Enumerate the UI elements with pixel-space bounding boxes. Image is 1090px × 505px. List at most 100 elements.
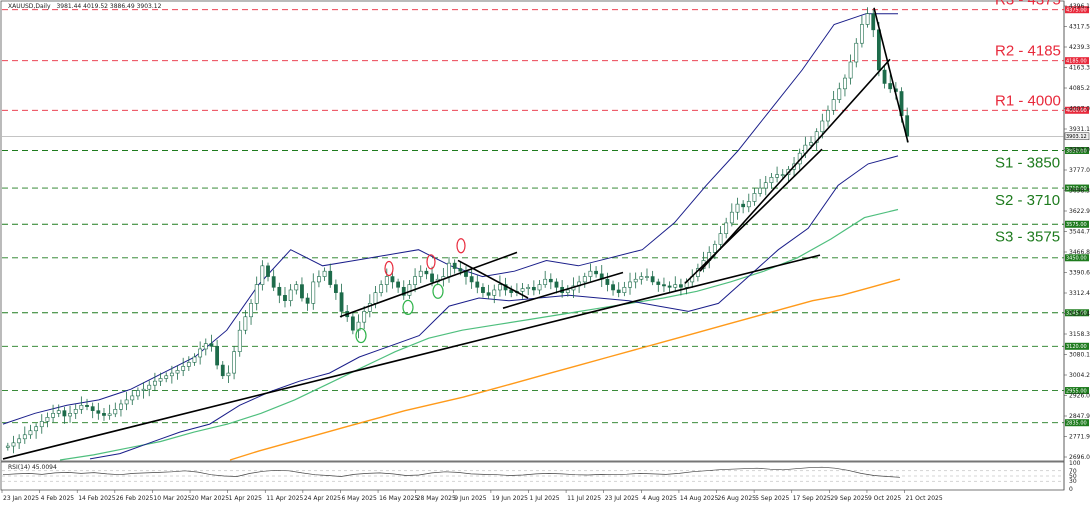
candle-body bbox=[186, 362, 191, 367]
level-price-tag-text: 3575.00 bbox=[1066, 222, 1087, 228]
candle-body bbox=[407, 284, 412, 296]
candle-body bbox=[300, 284, 304, 299]
candle-body bbox=[79, 404, 84, 410]
level-label: S2 - 3710 bbox=[995, 192, 1060, 209]
candle-body bbox=[181, 366, 186, 371]
candle-body bbox=[475, 281, 480, 288]
time-tick-label: 26 Feb 2025 bbox=[116, 495, 154, 502]
price-tick-label: 3004.20 bbox=[1069, 372, 1090, 379]
candle-body bbox=[5, 445, 10, 448]
candle-body bbox=[548, 278, 553, 283]
time-tick-label: 23 Jan 2025 bbox=[3, 495, 39, 502]
candle-body bbox=[396, 281, 401, 288]
candle-body bbox=[339, 292, 344, 312]
rsi-tick-label: 50 bbox=[1069, 473, 1077, 480]
candle-body bbox=[367, 303, 372, 312]
rsi-tick-label: 30 bbox=[1069, 478, 1077, 485]
time-tick-label: 9 Oct 2025 bbox=[868, 495, 901, 502]
price-tick-label: 2847.90 bbox=[1069, 413, 1090, 420]
candle-body bbox=[249, 303, 253, 318]
level-label: S3 - 3575 bbox=[995, 228, 1060, 245]
candle-body bbox=[509, 289, 514, 293]
level-price-tag bbox=[1065, 387, 1089, 395]
time-tick-label: 20 Mar 2025 bbox=[191, 495, 229, 502]
level-price-tag-text: 3245.00 bbox=[1066, 311, 1087, 317]
price-tick-label: 3931.10 bbox=[1069, 126, 1090, 133]
level-price-tag-text: 4000.00 bbox=[1066, 108, 1087, 114]
level-price-tag bbox=[1065, 309, 1089, 317]
level-price-tag-text: 4375.00 bbox=[1066, 8, 1087, 14]
candle-body bbox=[820, 120, 825, 133]
time-tick-label: 28 May 2025 bbox=[417, 495, 456, 502]
candle-body bbox=[526, 286, 531, 289]
price-tick-label: 3853.00 bbox=[1069, 147, 1090, 154]
candle-body bbox=[458, 268, 463, 272]
candle-body bbox=[311, 281, 316, 304]
candle-body bbox=[11, 442, 16, 447]
price-tick-label: 3236.40 bbox=[1069, 311, 1090, 318]
candle-body bbox=[565, 289, 570, 293]
time-tick-label: 11 Apr 2025 bbox=[266, 495, 303, 502]
candle-body bbox=[418, 270, 423, 277]
level-price-tag-text: 4185.00 bbox=[1066, 58, 1087, 64]
candle-body bbox=[611, 284, 615, 291]
price-tick-label: 2771.90 bbox=[1069, 434, 1090, 441]
trendline-sep-rally bbox=[699, 58, 891, 272]
candle-body bbox=[384, 276, 389, 285]
candle-body bbox=[266, 265, 270, 277]
candle-body bbox=[401, 286, 406, 296]
price-tick-label: 4163.30 bbox=[1069, 65, 1090, 72]
candle-body bbox=[752, 193, 757, 202]
price-tick-label: 3698.30 bbox=[1069, 188, 1090, 195]
candle-body bbox=[152, 380, 157, 386]
candle-body bbox=[107, 413, 112, 416]
candle-body bbox=[226, 372, 231, 377]
time-tick-label: 4 Aug 2025 bbox=[642, 495, 677, 502]
candle-body bbox=[724, 222, 729, 234]
time-tick-label: 26 Aug 2025 bbox=[718, 495, 757, 502]
candle-body bbox=[39, 421, 44, 428]
swing-high-marker bbox=[384, 260, 394, 277]
level-price-tag bbox=[1065, 342, 1089, 350]
candle-body bbox=[809, 142, 813, 146]
time-tick-label: 1 Jul 2025 bbox=[529, 495, 559, 502]
level-label: R1 - 4000 bbox=[995, 92, 1061, 109]
level-price-tag-text: 2955.00 bbox=[1066, 388, 1087, 394]
symbol-label: XAUUSD,Daily bbox=[8, 3, 51, 10]
trendline-june-pullback bbox=[457, 259, 529, 299]
candle-body bbox=[379, 284, 384, 293]
price-tick-label: 4317.50 bbox=[1069, 24, 1090, 31]
candle-body bbox=[430, 273, 434, 283]
candle-body bbox=[769, 177, 774, 183]
series-layer bbox=[2, 7, 910, 461]
candle-body bbox=[288, 289, 293, 301]
candle-body bbox=[277, 286, 282, 296]
price-tick-label: 4007.00 bbox=[1069, 106, 1090, 113]
current-price-tag bbox=[1064, 132, 1090, 141]
candle-body bbox=[729, 211, 734, 224]
price-tick-label: 3544.70 bbox=[1069, 229, 1090, 236]
time-tick-label: 6 May 2025 bbox=[341, 495, 376, 502]
candle-body bbox=[73, 409, 78, 414]
level-price-tag bbox=[1065, 57, 1089, 65]
price-tick-label: 4085.20 bbox=[1069, 85, 1090, 92]
price-tick-label: 4239.30 bbox=[1069, 44, 1090, 51]
time-tick-label: 1 Apr 2025 bbox=[229, 495, 262, 502]
level-lines: 4375.00 4185.00 4000.00 3850.00 3710.00 3575.… bbox=[2, 6, 1090, 427]
candle-body bbox=[486, 292, 491, 296]
candle-body bbox=[650, 276, 655, 283]
candle-body bbox=[192, 356, 197, 363]
candle-body bbox=[645, 276, 649, 278]
rsi-tick-label: 0 bbox=[1069, 486, 1073, 493]
candle-body bbox=[305, 297, 310, 304]
level-label: S1 - 3850 bbox=[995, 155, 1060, 172]
time-tick-label: 10 Mar 2025 bbox=[153, 495, 191, 502]
time-tick-label: 19 Jun 2025 bbox=[492, 495, 528, 502]
candle-body bbox=[447, 262, 451, 277]
level-label: R3 - 4375 bbox=[995, 0, 1061, 9]
candle-body bbox=[333, 284, 338, 293]
candle-body bbox=[102, 413, 106, 416]
candle-body bbox=[763, 182, 768, 189]
candle-body bbox=[169, 372, 174, 377]
candle-body bbox=[271, 276, 276, 288]
